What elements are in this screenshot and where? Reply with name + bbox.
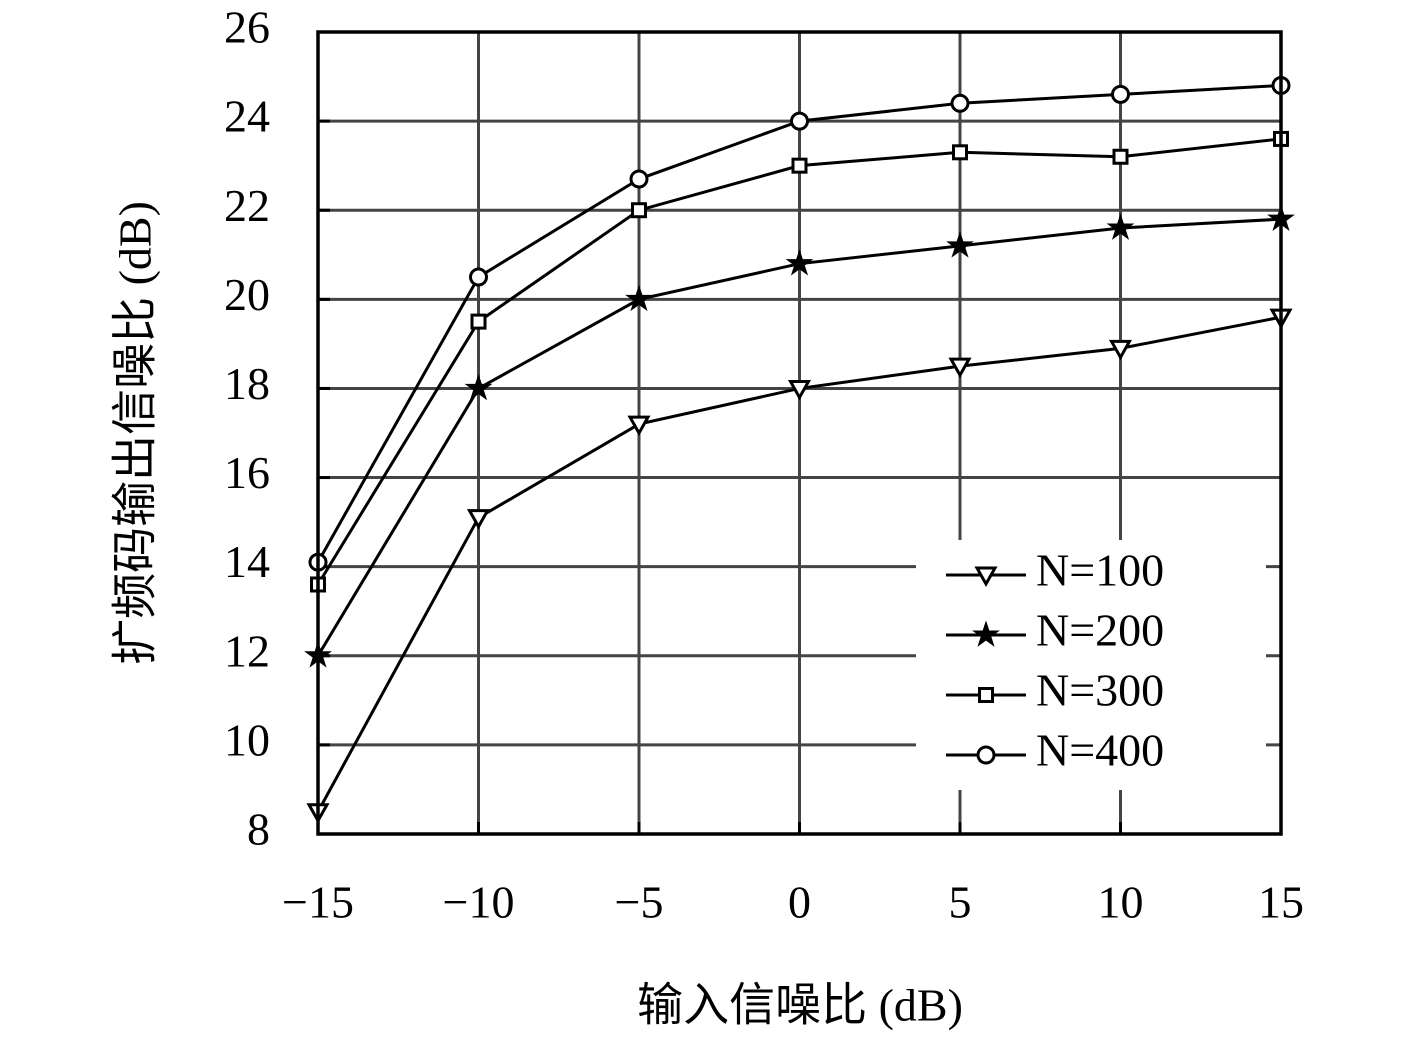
marker — [466, 509, 491, 530]
x-tick-label: 15 — [1258, 877, 1304, 928]
marker — [627, 415, 651, 437]
marker — [625, 284, 653, 312]
y-tick-label: 18 — [224, 358, 270, 409]
marker — [631, 202, 647, 219]
marker — [946, 231, 974, 258]
legend-box — [916, 540, 1266, 790]
marker — [978, 687, 994, 703]
marker — [1106, 213, 1135, 240]
x-axis-title: 输入信噪比 (dB) — [637, 980, 963, 1031]
y-tick-label: 14 — [224, 536, 270, 587]
y-tick-label: 26 — [224, 2, 270, 53]
legend-background — [916, 540, 1266, 790]
marker — [974, 566, 998, 588]
x-tick-label: −5 — [615, 877, 664, 928]
marker — [972, 620, 1000, 647]
legend-label: N=400 — [1036, 725, 1164, 776]
marker — [791, 157, 808, 174]
y-tick-label: 16 — [224, 447, 270, 498]
y-tick-label: 12 — [224, 625, 270, 676]
y-tick-label: 20 — [224, 269, 270, 320]
marker — [950, 93, 970, 113]
y-tick-label: 8 — [247, 804, 270, 855]
marker — [785, 249, 814, 276]
y-tick-label: 24 — [224, 91, 270, 142]
marker — [1108, 339, 1133, 361]
marker — [948, 357, 972, 379]
y-tick-label: 22 — [224, 180, 270, 231]
marker — [1112, 148, 1129, 165]
plot — [304, 75, 1295, 824]
x-tick-label: 5 — [949, 877, 972, 928]
marker — [952, 144, 968, 161]
legend-label: N=100 — [1036, 545, 1164, 596]
marker — [976, 745, 996, 765]
marker — [464, 373, 493, 401]
marker — [790, 111, 809, 131]
marker — [629, 169, 649, 189]
plot-frame — [316, 30, 1283, 836]
x-tick-label: 0 — [788, 877, 811, 928]
x-tick-label: 10 — [1098, 877, 1144, 928]
y-tick-label: 10 — [224, 714, 270, 765]
x-tick-label: −10 — [443, 877, 515, 928]
marker — [470, 313, 487, 330]
marker — [787, 379, 812, 401]
x-tick-label: −15 — [282, 877, 354, 928]
marker — [1111, 84, 1130, 104]
marker — [469, 267, 488, 287]
legend-label: N=200 — [1036, 605, 1164, 656]
legend-label: N=300 — [1036, 665, 1164, 716]
y-axis-title: 扩频码输出信噪比 (dB) — [110, 201, 161, 665]
